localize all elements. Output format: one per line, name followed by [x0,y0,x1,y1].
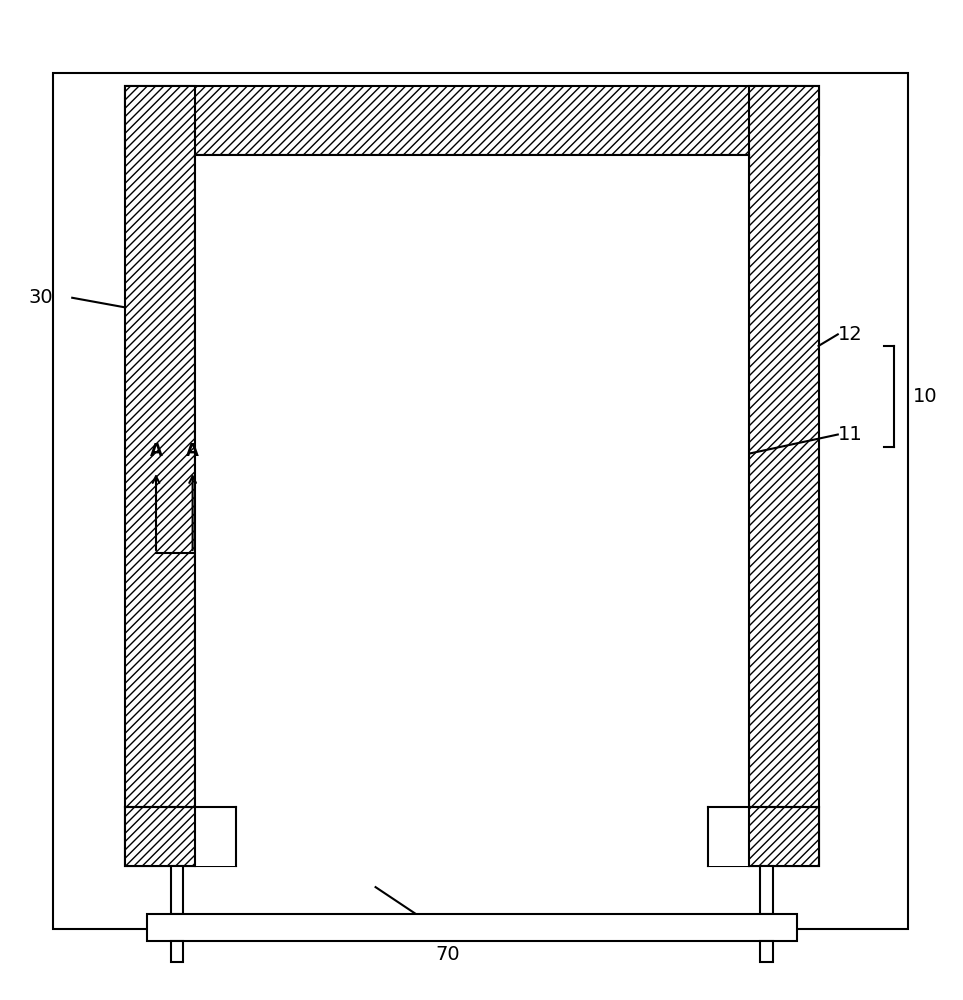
Bar [171,941,183,962]
Bar [125,86,819,155]
Bar [195,155,749,866]
Text: 10: 10 [913,387,938,406]
Bar [125,86,195,866]
Bar [53,73,908,929]
Text: A: A [149,442,163,460]
Bar [146,914,797,941]
Bar [171,866,183,914]
Bar [708,807,819,866]
Text: 11: 11 [838,425,863,444]
Text: A: A [186,442,199,460]
Bar [761,941,773,962]
Text: 70: 70 [435,945,460,964]
Bar [761,866,773,914]
Text: 12: 12 [838,325,863,344]
Bar [125,807,236,866]
Bar [749,86,819,866]
Text: 30: 30 [28,288,53,307]
